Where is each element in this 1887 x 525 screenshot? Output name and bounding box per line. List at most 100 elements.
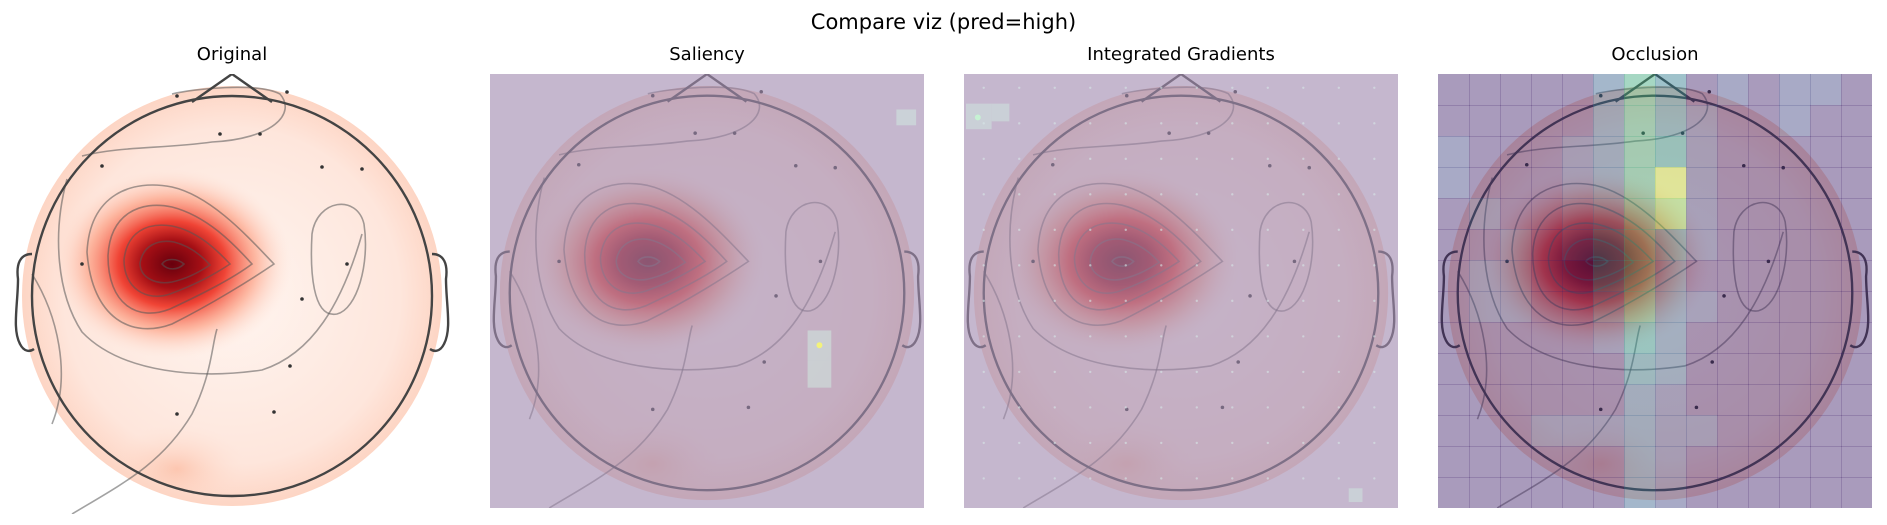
ig-speckle <box>1124 335 1127 338</box>
ig-speckle <box>1302 86 1305 89</box>
occlusion-cell <box>1438 167 1470 199</box>
occlusion-cell <box>1655 353 1687 385</box>
electrode-dot <box>80 262 84 266</box>
occlusion-cell <box>1531 260 1563 292</box>
occlusion-cell <box>1841 446 1872 478</box>
figure-title: Compare viz (pred=high) <box>810 10 1077 34</box>
occlusion-cell <box>1686 446 1718 478</box>
contour-line <box>1506 86 1709 156</box>
occlusion-panel <box>1438 74 1872 508</box>
ig-speckle <box>1160 477 1163 480</box>
occlusion-cell <box>1624 74 1656 106</box>
ig-speckle <box>1089 122 1092 125</box>
occlusion-cell <box>1841 384 1872 416</box>
ig-speckle <box>1373 157 1376 161</box>
ig-speckle <box>1018 441 1021 445</box>
ig-speckle <box>1018 299 1021 303</box>
ig-speckle <box>1089 157 1092 161</box>
ig-speckle <box>1124 228 1127 232</box>
occlusion-cell <box>1469 384 1501 416</box>
occlusion-cell <box>1841 74 1872 106</box>
occlusion-cell <box>1810 198 1842 230</box>
ig-speckle <box>1337 477 1341 480</box>
occlusion-cell <box>1562 136 1594 168</box>
occlusion-cell <box>1562 105 1594 137</box>
ig-speckle <box>1160 264 1163 267</box>
occlusion-cell <box>1655 167 1687 199</box>
occlusion-cell <box>1500 136 1532 168</box>
ig-speckle <box>1124 264 1127 267</box>
ig-speckle <box>1266 370 1269 374</box>
integrated-gradients-panel <box>964 74 1398 508</box>
ig-speckle <box>1053 370 1056 374</box>
ig-speckle <box>1302 122 1305 125</box>
ig-speckle <box>1266 193 1269 196</box>
contour-line <box>123 224 232 297</box>
occlusion-cell <box>1531 74 1563 106</box>
ig-speckle <box>1195 370 1198 374</box>
occlusion-cell <box>1469 446 1501 478</box>
occlusion-cell <box>1810 415 1842 447</box>
occlusion-cell <box>1717 477 1749 508</box>
ig-speckle <box>1124 157 1127 161</box>
occlusion-cell <box>1624 353 1656 385</box>
occlusion-cell <box>1717 167 1749 199</box>
ig-speckle <box>982 477 985 480</box>
ig-speckle <box>1373 477 1376 480</box>
occlusion-cell <box>1593 167 1625 199</box>
ig-speckle <box>1373 86 1376 89</box>
occlusion-cell <box>1531 198 1563 230</box>
ig-speckle <box>1195 406 1198 409</box>
occlusion-cell <box>1686 477 1718 508</box>
ig-speckle <box>1160 406 1163 409</box>
ig-speckle <box>1266 157 1269 161</box>
occlusion-cell <box>1686 291 1718 323</box>
ig-speckle <box>1124 441 1127 445</box>
electrode-dot <box>1741 163 1746 168</box>
occlusion-cell <box>1779 136 1811 168</box>
occlusion-cell <box>1841 136 1872 168</box>
occlusion-cell <box>1655 260 1687 292</box>
contour-line <box>57 178 363 375</box>
occlusion-cell <box>1810 74 1842 106</box>
occlusion-cell <box>1438 291 1470 323</box>
occlusion-cell <box>1624 322 1656 354</box>
occlusion-cell <box>1655 415 1687 447</box>
occlusion-cell <box>1810 136 1842 168</box>
ig-speckle <box>1231 157 1234 161</box>
occlusion-cell <box>1779 198 1811 230</box>
ig-speckle <box>1018 370 1021 374</box>
contour-line <box>1563 238 1635 281</box>
electrode-dot <box>1694 405 1699 410</box>
ig-speckle <box>1018 406 1021 409</box>
left-ear-outline <box>1440 250 1461 349</box>
ig-speckle <box>1160 299 1163 303</box>
panel-title-original: Original <box>196 44 268 65</box>
ig-speckle <box>1302 299 1305 303</box>
occlusion-cell <box>1655 105 1687 137</box>
ig-speckle <box>1266 228 1269 232</box>
occlusion-cell <box>1748 384 1780 416</box>
ig-speckle <box>1089 370 1092 374</box>
electrode-dot <box>288 364 292 368</box>
ig-speckle <box>1266 264 1269 267</box>
occlusion-cell <box>1438 477 1470 508</box>
occlusion-cell <box>1655 446 1687 478</box>
electrode-dot <box>1598 407 1603 412</box>
occlusion-cell <box>1779 322 1811 354</box>
ig-speckle <box>1089 477 1092 480</box>
occlusion-cell <box>1593 291 1625 323</box>
ig-speckle <box>1018 477 1021 480</box>
occlusion-cell <box>1469 353 1501 385</box>
ig-speckle <box>1160 193 1163 196</box>
ig-speckle <box>1160 441 1163 445</box>
ig-speckle <box>1089 406 1092 409</box>
occlusion-cell <box>1841 229 1872 261</box>
ig-speckle <box>1373 122 1376 125</box>
occlusion-cell <box>1531 291 1563 323</box>
ig-speckle <box>1195 299 1198 303</box>
occlusion-cell <box>1748 105 1780 137</box>
ig-speckle <box>1195 157 1198 161</box>
ig-speckle <box>1089 441 1092 445</box>
occlusion-cell <box>1748 322 1780 354</box>
